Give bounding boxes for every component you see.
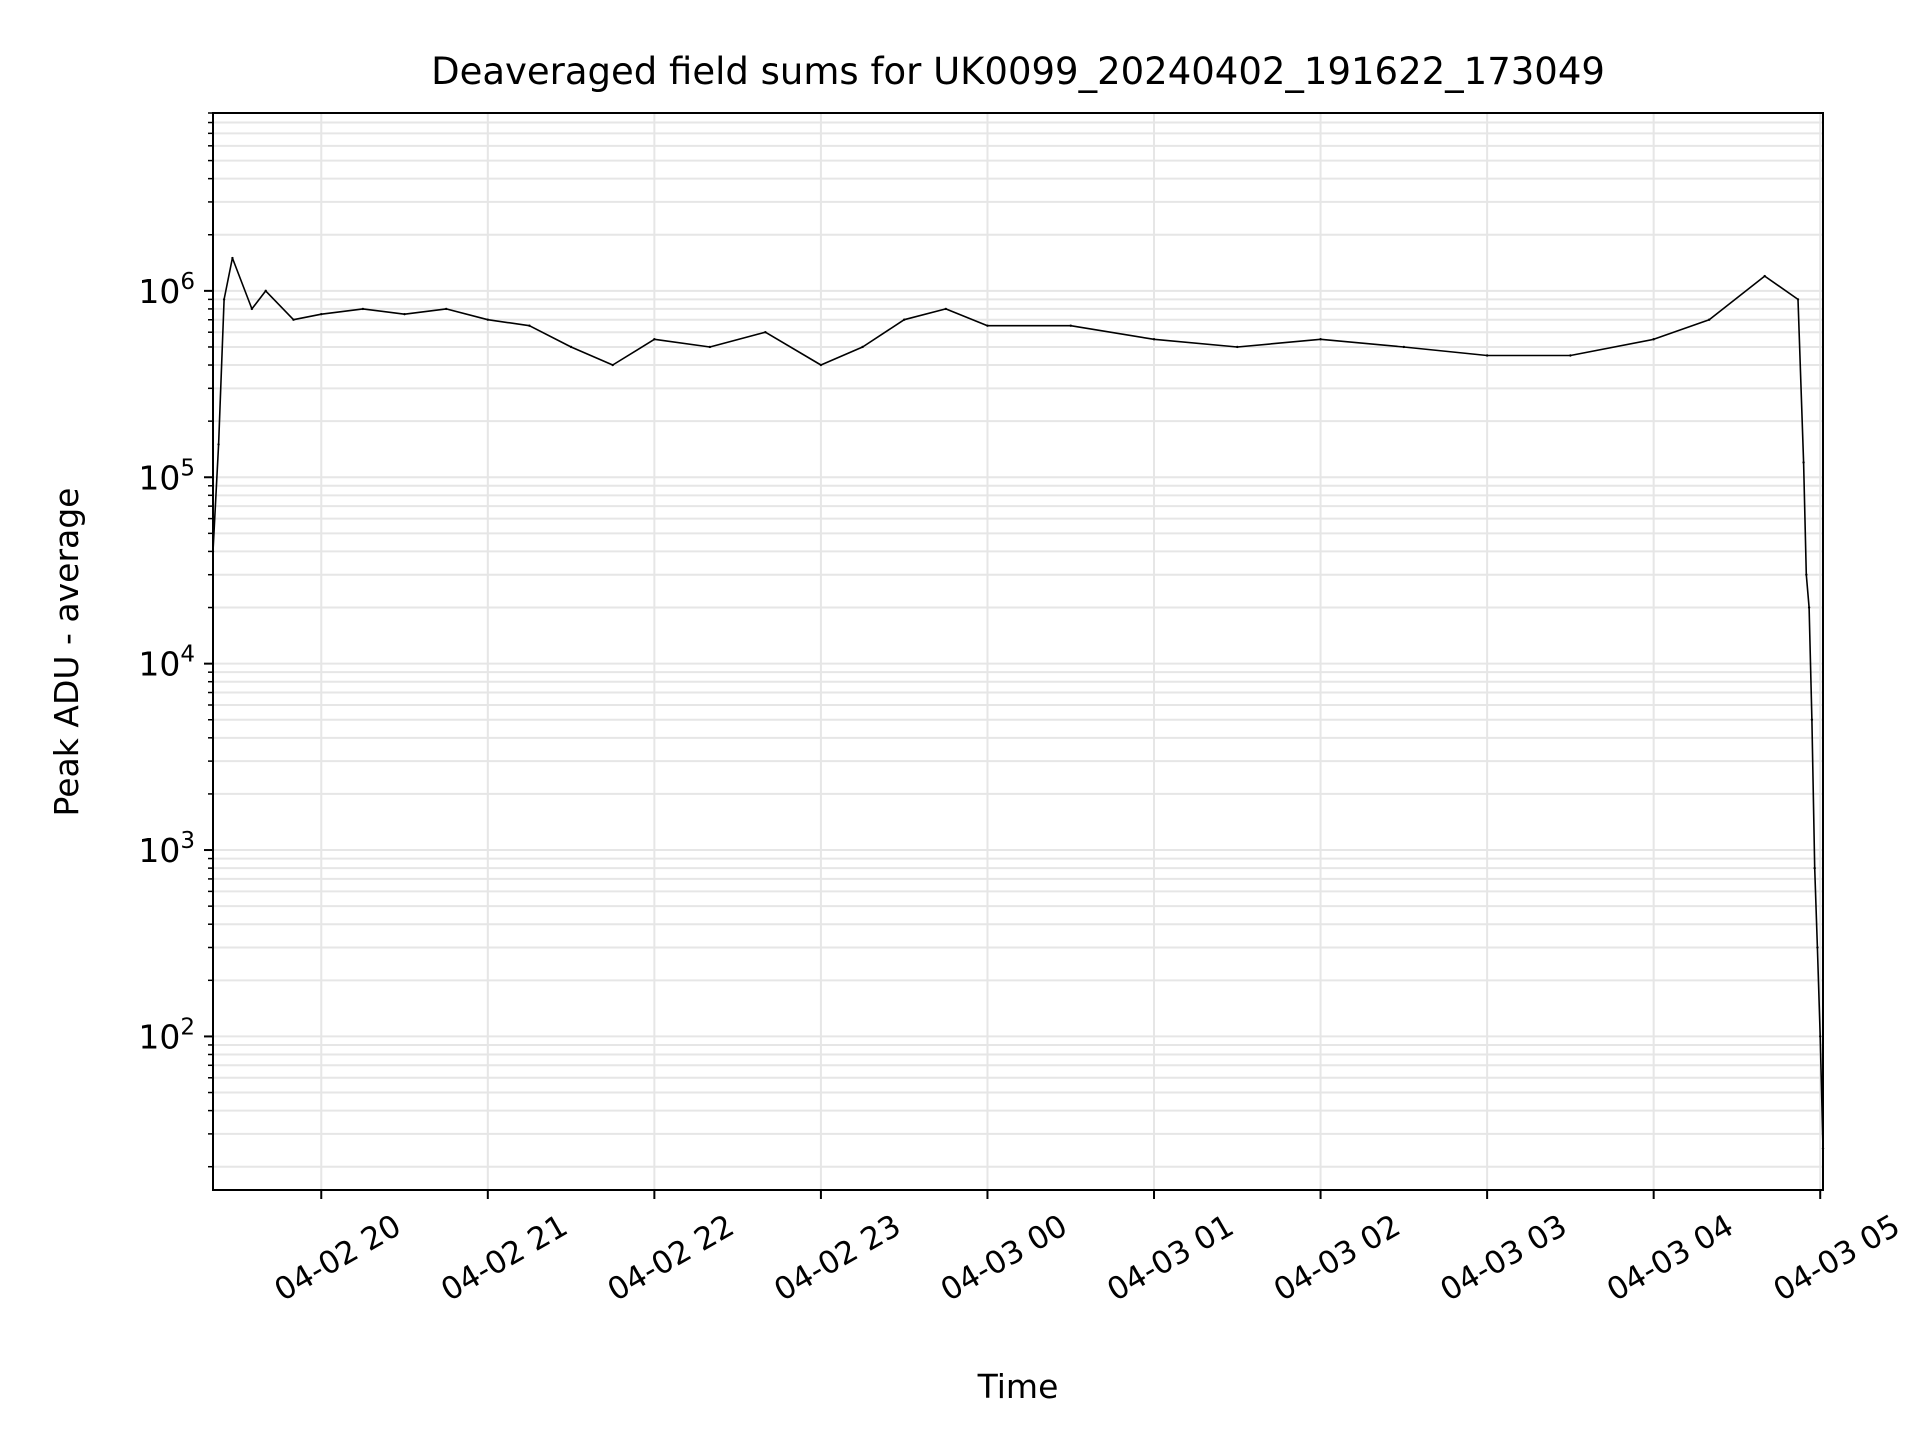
data-series (211, 256, 1825, 1150)
data-point (944, 307, 948, 311)
data-point (819, 363, 823, 367)
data-point (1236, 345, 1239, 349)
series-line (212, 257, 1824, 1149)
y-tick-label: 105 (138, 455, 195, 497)
data-point (250, 307, 254, 311)
data-point (217, 443, 220, 446)
data-point (569, 345, 573, 349)
data-point (861, 345, 864, 349)
data-point (264, 289, 267, 293)
data-point (528, 324, 531, 327)
data-point (1816, 946, 1819, 949)
data-point (764, 331, 767, 334)
data-point (1652, 338, 1655, 341)
data-point (1152, 338, 1156, 341)
data-point (986, 324, 989, 327)
data-point (222, 298, 226, 301)
data-point (1807, 606, 1811, 609)
data-point (444, 307, 448, 311)
data-point (320, 312, 323, 316)
chart-title: Deaveraged field sums for UK0099_2024040… (431, 50, 1605, 93)
data-point (403, 312, 406, 316)
data-point (1810, 718, 1814, 721)
data-point (1319, 338, 1322, 341)
y-axis-label: Peak ADU - average (47, 488, 86, 817)
data-point (231, 256, 234, 260)
data-point (1069, 324, 1072, 327)
data-point (708, 345, 712, 349)
data-point (361, 307, 365, 311)
data-point (292, 318, 295, 321)
data-point (1819, 1035, 1822, 1038)
y-tick-label: 103 (138, 828, 195, 870)
data-point (1802, 461, 1805, 464)
data-point (1763, 274, 1766, 278)
data-point (1402, 345, 1406, 349)
data-point (902, 318, 906, 321)
y-tick-label: 104 (138, 642, 195, 684)
data-point (653, 338, 656, 341)
data-point (611, 363, 614, 367)
y-tick-label: 102 (138, 1014, 195, 1056)
grid-lines (213, 112, 1823, 1190)
data-point (1707, 318, 1711, 321)
y-tick-label: 106 (138, 269, 195, 311)
data-point (1813, 866, 1816, 870)
x-axis-label: Time (977, 1367, 1059, 1406)
data-point (1805, 573, 1808, 576)
data-point (1569, 354, 1572, 357)
plot-frame (212, 112, 1824, 1191)
data-point (1485, 354, 1489, 357)
data-point (486, 318, 490, 321)
data-point (1796, 298, 1800, 301)
